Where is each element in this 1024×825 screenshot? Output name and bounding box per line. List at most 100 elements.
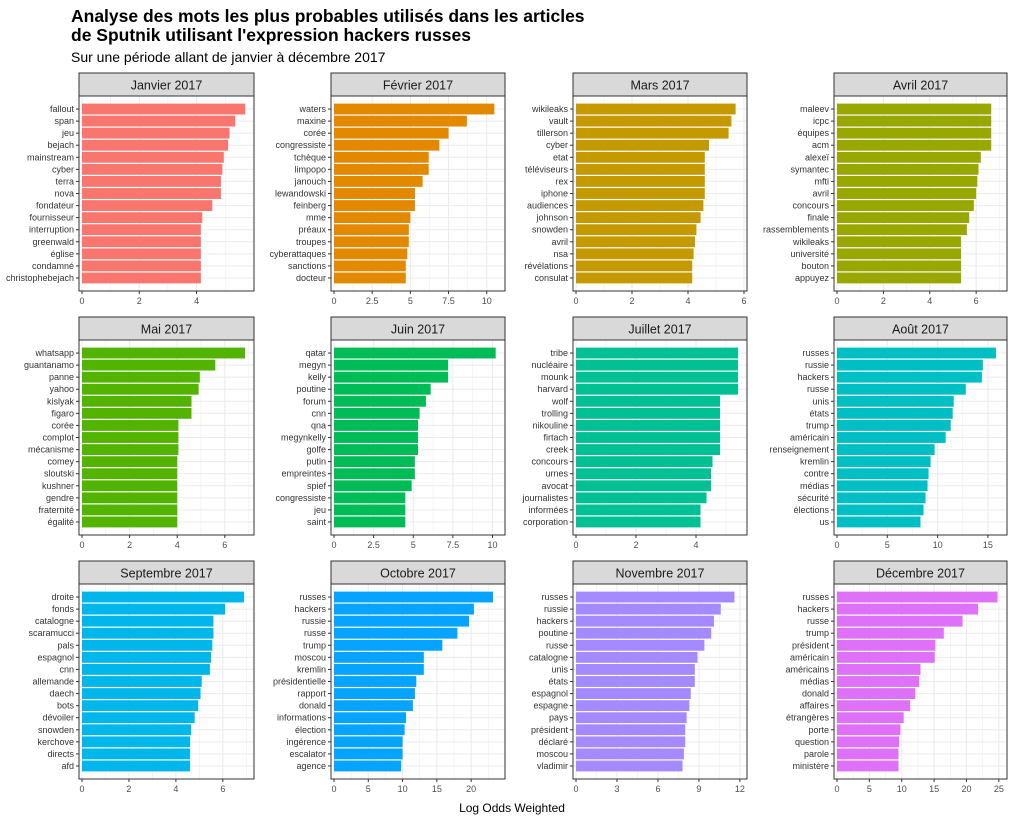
bar bbox=[334, 627, 458, 639]
y-tick-label: mme bbox=[306, 213, 326, 223]
bar bbox=[82, 248, 201, 260]
y-tick-label: jeu bbox=[61, 128, 74, 138]
y-tick-label: cyberattaques bbox=[269, 249, 326, 259]
y-tick-label: déclaré bbox=[538, 737, 568, 747]
bar bbox=[576, 383, 738, 395]
bar bbox=[82, 432, 179, 443]
bar bbox=[576, 676, 695, 687]
x-tick-label: 7.5 bbox=[447, 540, 460, 550]
bar bbox=[576, 591, 735, 603]
x-tick-label: 10 bbox=[933, 540, 943, 550]
bar bbox=[576, 127, 729, 139]
y-tick-label: terra bbox=[55, 176, 74, 186]
x-tick-label: 2.5 bbox=[367, 540, 380, 550]
bar bbox=[334, 212, 411, 224]
bar bbox=[837, 468, 929, 480]
bar bbox=[334, 115, 467, 127]
bar bbox=[82, 163, 223, 175]
x-tick-label: 6 bbox=[220, 784, 225, 794]
bar bbox=[837, 736, 900, 748]
y-tick-label: condamné bbox=[32, 261, 74, 271]
y-tick-label: contre bbox=[804, 469, 829, 479]
y-tick-label: escalator bbox=[289, 749, 326, 759]
bar bbox=[576, 248, 694, 260]
chart-subtitle: Sur une période allant de janvier à déce… bbox=[71, 49, 386, 65]
y-tick-label: ingérence bbox=[286, 737, 326, 747]
y-tick-label: kremlin bbox=[297, 664, 326, 674]
x-tick-label: 5 bbox=[408, 296, 413, 306]
y-tick-label: révélations bbox=[524, 261, 568, 271]
y-tick-label: etat bbox=[553, 152, 569, 162]
x-tick-label: 0 bbox=[331, 540, 336, 550]
x-tick-label: 2 bbox=[881, 296, 886, 306]
bar bbox=[334, 712, 406, 724]
y-tick-label: droite bbox=[51, 592, 74, 602]
bar bbox=[82, 504, 178, 516]
bar bbox=[576, 176, 705, 187]
bar bbox=[837, 176, 978, 187]
bar bbox=[82, 492, 178, 504]
x-tick-label: 0 bbox=[331, 784, 336, 794]
x-tick-label: 5 bbox=[366, 784, 371, 794]
x-tick-label: 20 bbox=[466, 784, 476, 794]
y-tick-label: russes bbox=[299, 592, 326, 602]
bar bbox=[576, 615, 714, 627]
y-tick-label: comey bbox=[47, 457, 74, 467]
y-tick-label: pays bbox=[549, 713, 569, 723]
bar bbox=[334, 700, 413, 712]
y-tick-label: christophebejach bbox=[6, 273, 74, 283]
facet-title: Janvier 2017 bbox=[131, 79, 203, 93]
y-tick-label: unis bbox=[812, 396, 829, 406]
x-tick-label: 3 bbox=[614, 784, 619, 794]
y-tick-label: russie bbox=[805, 360, 829, 370]
y-tick-label: fraternité bbox=[38, 505, 74, 515]
bar bbox=[576, 651, 698, 663]
y-tick-label: président bbox=[792, 640, 830, 650]
y-tick-label: étrangères bbox=[786, 713, 830, 723]
bar bbox=[837, 664, 921, 675]
y-tick-label: cnn bbox=[59, 664, 74, 674]
bar bbox=[576, 212, 701, 224]
bar bbox=[82, 480, 178, 492]
bar bbox=[576, 603, 721, 615]
y-tick-label: fallout bbox=[50, 104, 75, 114]
bar bbox=[334, 480, 412, 492]
x-tick-label: 4 bbox=[173, 784, 178, 794]
bar bbox=[334, 359, 449, 371]
bar bbox=[576, 236, 695, 248]
y-tick-label: urnes bbox=[545, 469, 568, 479]
y-tick-label: snowden bbox=[38, 725, 74, 735]
facet-panel-3: Mars 2017 wikileaks vault tillerson cyber eta… bbox=[524, 72, 748, 306]
y-tick-label: allemande bbox=[32, 677, 74, 687]
y-tick-label: feinberg bbox=[293, 201, 326, 211]
bar bbox=[576, 664, 695, 675]
y-tick-label: égalité bbox=[47, 517, 74, 527]
y-tick-label: vladimir bbox=[537, 761, 568, 771]
bar bbox=[576, 103, 736, 115]
x-tick-label: 5 bbox=[885, 540, 890, 550]
y-tick-label: finale bbox=[807, 213, 829, 223]
y-tick-label: russes bbox=[541, 592, 568, 602]
bar bbox=[82, 395, 192, 407]
y-tick-label: janouch bbox=[293, 176, 326, 186]
y-tick-label: bots bbox=[57, 701, 75, 711]
y-tick-label: audiences bbox=[527, 201, 569, 211]
bar bbox=[576, 115, 732, 127]
y-tick-label: golfe bbox=[306, 445, 326, 455]
y-tick-label: dévoiler bbox=[42, 713, 74, 723]
y-tick-label: mainstream bbox=[27, 152, 74, 162]
y-tick-label: bejach bbox=[47, 140, 74, 150]
facet-panel-6: Juin 2017qatarmegynkellypoutineforumcnnq… bbox=[275, 316, 506, 550]
bar bbox=[837, 127, 992, 139]
bar bbox=[82, 236, 201, 248]
x-tick-label: 7.5 bbox=[442, 296, 455, 306]
x-tick-label: 25 bbox=[994, 784, 1004, 794]
facet-title: Décembre 2017 bbox=[876, 567, 965, 581]
bar bbox=[334, 103, 495, 115]
bar bbox=[334, 651, 424, 663]
y-tick-label: informées bbox=[528, 505, 568, 515]
bar bbox=[837, 407, 953, 419]
y-tick-label: unis bbox=[551, 664, 568, 674]
bar bbox=[334, 724, 405, 736]
bar bbox=[837, 712, 904, 724]
